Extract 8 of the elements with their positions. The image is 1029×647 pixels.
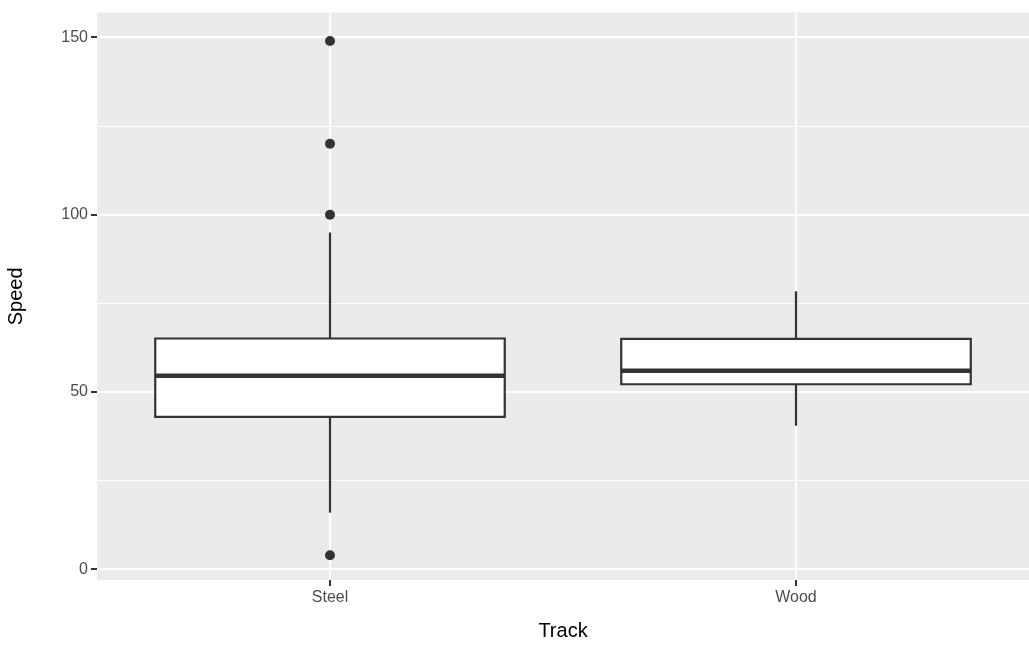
y-tick-label: 0 (79, 559, 89, 577)
y-axis-title: Speed (3, 267, 26, 326)
y-tick-label: 100 (61, 205, 89, 223)
y-tick-label: 150 (61, 27, 89, 45)
x-tick-label: Wood (775, 588, 817, 606)
y-tick-label: 50 (70, 382, 89, 400)
x-tick-label: Steel (311, 588, 349, 606)
x-axis-title: Track (538, 618, 589, 641)
